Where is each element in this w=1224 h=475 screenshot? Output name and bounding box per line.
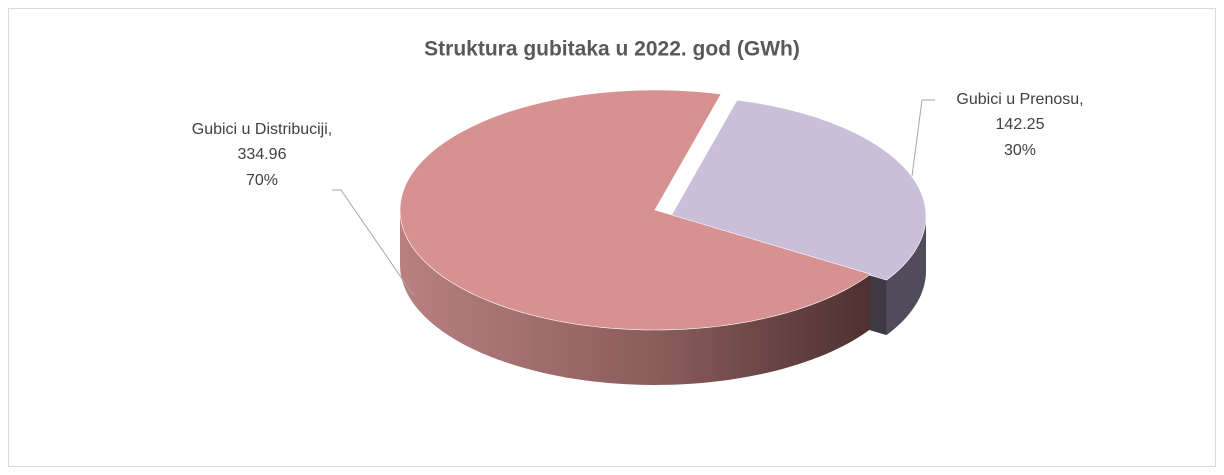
percent-label: 70% [246,172,278,189]
slice-side [400,210,871,385]
percent-label: 30% [1004,142,1036,159]
pie-slice [670,99,927,281]
value-label: 334.96 [238,146,287,163]
category-label: Gubici u Distribuciji, [192,121,332,138]
value-label: 142.25 [996,116,1045,133]
leader-line [911,99,935,177]
chart-title: Struktura gubitaka u 2022. god (GWh) [424,38,800,61]
pie-slice [399,89,872,331]
leader-line [332,189,415,297]
slice-side [886,216,926,336]
category-label: Gubici u Prenosu, [956,91,1083,108]
